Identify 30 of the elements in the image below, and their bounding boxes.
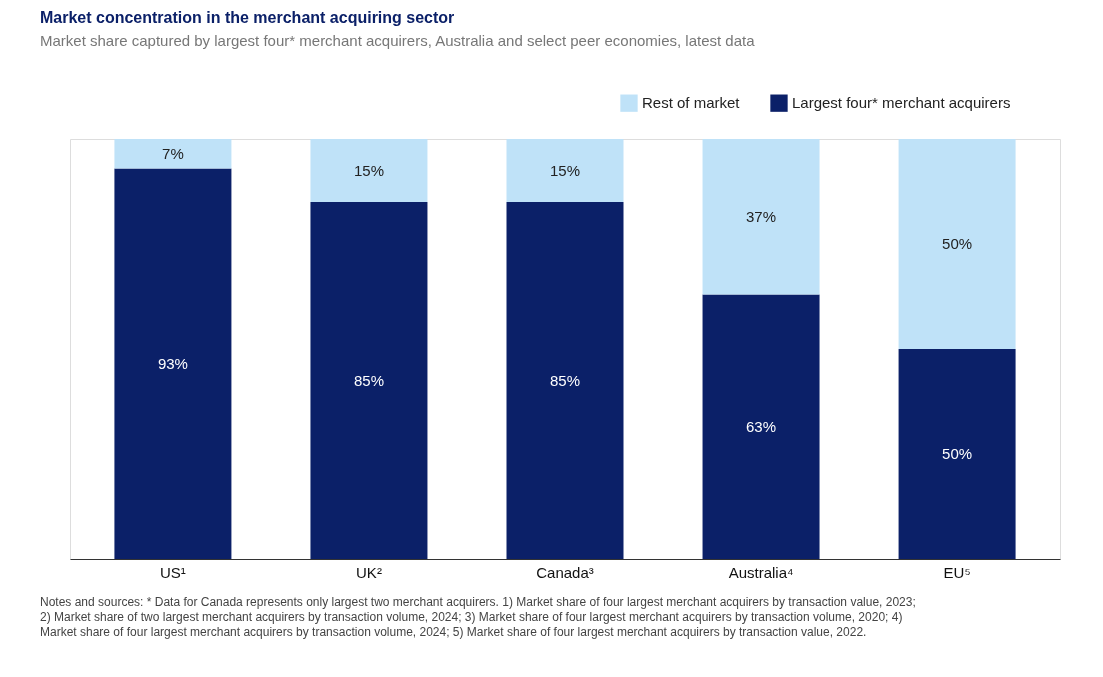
data-label: 85%	[549, 371, 581, 389]
x-tick-label: UK²	[356, 563, 382, 581]
data-label: 15%	[549, 161, 581, 179]
bar	[702, 294, 820, 559]
bar	[310, 139, 428, 202]
bar	[506, 139, 624, 202]
data-label: 7%	[162, 144, 184, 162]
bar	[898, 349, 1016, 559]
data-label: 85%	[353, 371, 384, 389]
data-label: 93%	[157, 354, 188, 372]
legend-label: Rest of market	[642, 94, 741, 112]
bar	[114, 139, 232, 169]
data-label: 63%	[746, 417, 777, 435]
bar	[898, 139, 1016, 349]
data-label: 50%	[942, 235, 973, 252]
legend-label: Largest four* merchant acquirers	[792, 94, 1011, 112]
text: Notes and sources: * Data for Canada represents only largest two merchant acquirers. 1) Market share of four largest merchant acquirers by transaction value, 2023; 2) Market share of two largest merchant acquirers by transaction volume, 2024; 3) Market share of four largest merchant acquirers by transaction volume, 2020; 4) Market share of four largest merchant acquirers by transaction volume, 2024; 5) Market share of four largest merchant acquirers by transaction value, 2022.	[40, 595, 916, 639]
x-tick-label: US¹	[160, 563, 186, 581]
x-tick-label: Australia⁴	[728, 563, 794, 581]
x-tick-label: EU⁵	[943, 563, 971, 581]
bar	[702, 139, 820, 295]
chart-title: Market concentration in the merchant acquiring sector	[40, 9, 455, 26]
data-label: 50%	[942, 445, 973, 462]
x-tick-label: Canada³	[536, 563, 594, 581]
data-label: 37%	[746, 207, 777, 225]
bar	[506, 202, 624, 559]
bar	[114, 168, 232, 559]
bar	[310, 202, 428, 559]
chart-subtitle: Market share captured by largest four* merchant acquirers, Australia and select peer economies, latest data	[40, 32, 756, 49]
data-label: 15%	[353, 161, 384, 179]
